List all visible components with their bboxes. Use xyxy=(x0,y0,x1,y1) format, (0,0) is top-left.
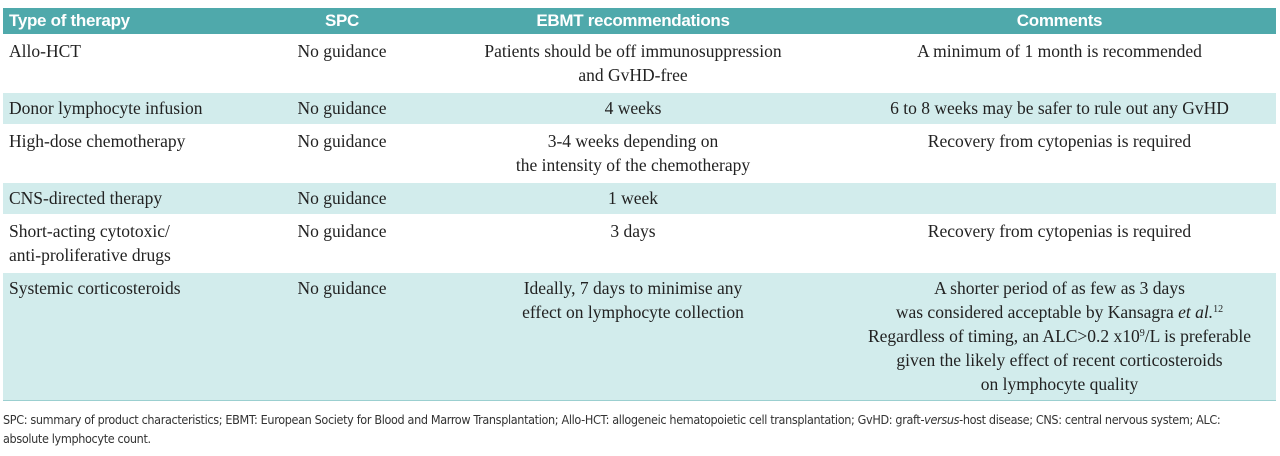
cell-line: No guidance xyxy=(297,41,387,61)
therapy-table: Type of therapy SPC EBMT recommendations Co… xyxy=(3,8,1276,401)
table-cell: No guidance xyxy=(261,125,423,183)
text-segment: et al. xyxy=(1178,302,1214,322)
cell-line: Patients should be off immunosuppression xyxy=(484,41,782,61)
text-segment: Regardless of timing, an ALC>0.2 x10 xyxy=(867,326,1140,346)
text-segment: -host disease; CNS: central nervous syst… xyxy=(3,412,1221,446)
table-cell: A shorter period of as few as 3 days was … xyxy=(843,272,1276,401)
cell-line: was considered acceptable by Kansagra et… xyxy=(849,300,1270,324)
cell-line: 1 week xyxy=(607,188,659,208)
cell-line: on lymphocyte quality xyxy=(980,374,1139,394)
table-cell: A minimum of 1 month is recommended xyxy=(843,35,1276,93)
table-cell: 6 to 8 weeks may be safer to rule out an… xyxy=(843,92,1276,126)
cell-line: CNS-directed therapy xyxy=(9,188,163,208)
cell-line: Short-acting cytotoxic/ xyxy=(9,221,170,241)
table-cell: 4 weeks xyxy=(423,92,843,126)
table-row: Allo-HCT No guidance Patients should be of… xyxy=(3,35,1276,93)
table-cell: Recovery from cytopenias is required xyxy=(843,215,1276,273)
table-body: Allo-HCT No guidance Patients should be of… xyxy=(3,35,1276,401)
table-cell: Donor lymphocyte infusion xyxy=(3,92,261,126)
column-header: SPC xyxy=(261,8,423,36)
header-row: Type of therapy SPC EBMT recommendations Co… xyxy=(3,8,1276,36)
table-cell xyxy=(843,182,1276,216)
text-segment: versus xyxy=(924,412,960,427)
table-row: CNS-directed therapy No guidance 1 week xyxy=(3,182,1276,216)
cell-line: No guidance xyxy=(297,131,387,151)
table-cell: Allo-HCT xyxy=(3,35,261,93)
table-cell: Recovery from cytopenias is required xyxy=(843,125,1276,183)
cell-line: High-dose chemotherapy xyxy=(9,131,186,151)
cell-line: No guidance xyxy=(297,221,387,241)
table-cell: Short-acting cytotoxic/anti-proliferativ… xyxy=(3,215,261,273)
cell-line: effect on lymphocyte collection xyxy=(522,302,744,322)
table-cell: Patients should be off immunosuppression… xyxy=(423,35,843,93)
table-cell: No guidance xyxy=(261,35,423,93)
cell-line: Ideally, 7 days to minimise any xyxy=(523,278,743,298)
cell-line: Recovery from cytopenias is required xyxy=(927,221,1192,241)
cell-line: No guidance xyxy=(297,278,387,298)
table-cell: No guidance xyxy=(261,92,423,126)
cell-line: given the likely effect of recent cortic… xyxy=(896,350,1223,370)
table-cell: 1 week xyxy=(423,182,843,216)
table-cell: 3 days xyxy=(423,215,843,273)
cell-line: Donor lymphocyte infusion xyxy=(9,98,203,118)
table-cell: No guidance xyxy=(261,182,423,216)
cell-line: anti-proliferative drugs xyxy=(9,245,171,265)
cell-line: Recovery from cytopenias is required xyxy=(927,131,1192,151)
table-cell: No guidance xyxy=(261,215,423,273)
text-segment: SPC: summary of product characteristics;… xyxy=(3,412,925,427)
cell-line: Systemic corticosteroids xyxy=(9,278,181,298)
table-cell: 3-4 weeks depending on the intensity of t… xyxy=(423,125,843,183)
cell-line: No guidance xyxy=(297,188,387,208)
cell-line: Allo-HCT xyxy=(9,41,81,61)
text-segment: /L is preferable xyxy=(1144,326,1252,346)
cell-line: A minimum of 1 month is recommended xyxy=(917,41,1202,61)
cell-line: the intensity of the chemotherapy xyxy=(515,155,751,175)
cell-line: and GvHD-free xyxy=(578,65,688,85)
cell-line: 4 weeks xyxy=(604,98,662,118)
cell-line: No guidance xyxy=(297,98,387,118)
table-row: Short-acting cytotoxic/anti-proliferativ… xyxy=(3,215,1276,273)
column-header: EBMT recommendations xyxy=(423,8,843,36)
table-cell: CNS-directed therapy xyxy=(3,182,261,216)
cell-line: 6 to 8 weeks may be safer to rule out an… xyxy=(890,98,1229,118)
text-segment: was considered acceptable by Kansagra xyxy=(895,302,1179,322)
table-row: Donor lymphocyte infusion No guidance 4 we… xyxy=(3,92,1276,126)
table-wrap: Type of therapy SPC EBMT recommendations Co… xyxy=(3,8,1276,401)
table-cell: High-dose chemotherapy xyxy=(3,125,261,183)
table-row: Systemic corticosteroids No guidance Ideal… xyxy=(3,272,1276,401)
text-segment: 12 xyxy=(1213,304,1224,315)
text-segment: 9 xyxy=(1139,328,1145,339)
cell-line: A shorter period of as few as 3 days xyxy=(934,278,1185,298)
footnote: SPC: summary of product characteristics;… xyxy=(3,410,1243,448)
column-header: Comments xyxy=(843,8,1276,36)
cell-line: 3-4 weeks depending on xyxy=(547,131,719,151)
table-cell: No guidance xyxy=(261,272,423,401)
table-cell: Ideally, 7 days to minimise any effect on… xyxy=(423,272,843,401)
table-row: High-dose chemotherapy No guidance 3-4 wee… xyxy=(3,125,1276,183)
column-header: Type of therapy xyxy=(3,8,261,36)
table-cell: Systemic corticosteroids xyxy=(3,272,261,401)
cell-line: Regardless of timing, an ALC>0.2 x109/L … xyxy=(849,324,1270,348)
cell-line: 3 days xyxy=(610,221,656,241)
